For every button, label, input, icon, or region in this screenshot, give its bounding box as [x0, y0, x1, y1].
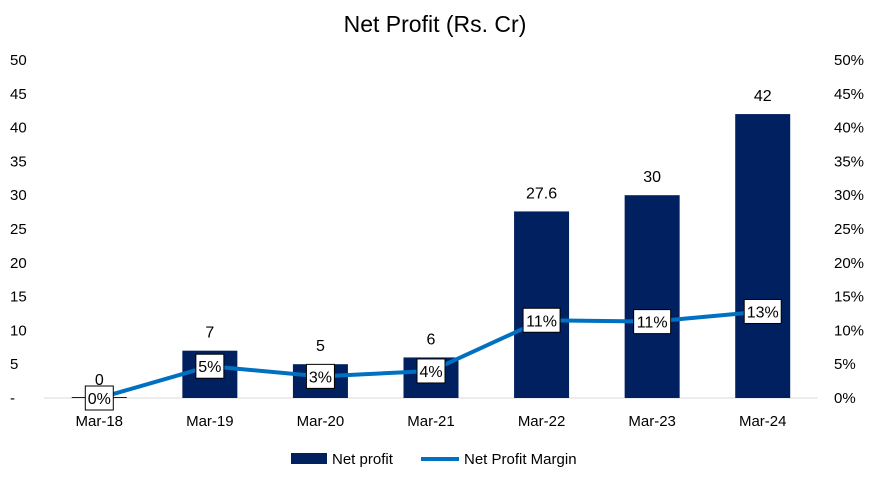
- margin-label-box: [195, 353, 225, 379]
- y-right-tick-label: 15%: [834, 289, 864, 306]
- margin-label-box: [522, 307, 561, 333]
- bar-series: [71, 114, 791, 398]
- x-tick-label: Mar-18: [76, 413, 124, 430]
- y-right-tick-label: 50%: [834, 52, 864, 69]
- margin-label-box: [84, 385, 114, 411]
- bar-value-label: 6: [427, 331, 436, 348]
- y-left-tick-label: 45: [10, 86, 27, 103]
- bar-value-label: 0: [95, 372, 104, 389]
- y-left-tick-label: -: [10, 390, 15, 407]
- bar-net-profit: [624, 195, 680, 398]
- y-left-tick-label: 35: [10, 153, 27, 170]
- x-tick-label: Mar-23: [628, 413, 676, 430]
- y-left-tick-label: 5: [10, 356, 18, 373]
- y-left-tick-label: 25: [10, 221, 27, 238]
- y-right-tick-label: 30%: [834, 187, 864, 204]
- margin-label-box: [305, 363, 335, 389]
- axes: -51015202530354045500%5%10%15%20%25%30%3…: [10, 52, 864, 430]
- bar-value-label: 5: [316, 338, 325, 355]
- y-right-tick-label: 5%: [834, 356, 856, 373]
- margin-value-label: 5%: [198, 359, 221, 376]
- margin-value-label: 4%: [419, 364, 442, 381]
- legend-label-net-profit: Net profit: [332, 451, 394, 468]
- bar-value-label: 42: [754, 88, 772, 105]
- y-right-tick-label: 45%: [834, 86, 864, 103]
- data-labels: 0 7 5 6 27.6 30 42 0% 5% 3% 4% 11% 11% 13%: [84, 88, 782, 411]
- y-left-tick-label: 30: [10, 187, 27, 204]
- x-tick-label: Mar-21: [407, 413, 455, 430]
- bar-value-label: 30: [643, 169, 661, 186]
- legend-swatch-net-profit: [291, 453, 327, 464]
- legend: Net profit Net Profit Margin: [291, 451, 577, 468]
- y-left-tick-label: 50: [10, 52, 27, 69]
- margin-value-label: 13%: [747, 304, 779, 321]
- bar-value-label: 27.6: [526, 185, 557, 202]
- margin-value-label: 11%: [526, 313, 557, 330]
- bar-net-profit: [514, 211, 570, 398]
- x-tick-label: Mar-24: [739, 413, 787, 430]
- margin-label-box: [633, 309, 672, 335]
- y-left-tick-label: 10: [10, 322, 27, 339]
- bar-value-label: 7: [205, 325, 214, 342]
- y-left-tick-label: 40: [10, 120, 27, 137]
- legend-label-net-profit-margin: Net Profit Margin: [464, 451, 577, 468]
- y-left-tick-label: 15: [10, 289, 27, 306]
- x-tick-label: Mar-20: [297, 413, 345, 430]
- y-right-tick-label: 40%: [834, 120, 864, 137]
- margin-label-box: [416, 358, 446, 384]
- margin-label-box: [743, 298, 782, 324]
- chart-title: Net Profit (Rs. Cr): [344, 11, 527, 37]
- y-right-tick-label: 0%: [834, 390, 856, 407]
- bar-net-profit: [735, 114, 791, 398]
- margin-value-label: 3%: [309, 369, 332, 386]
- y-right-tick-label: 25%: [834, 221, 864, 238]
- y-left-tick-label: 20: [10, 255, 27, 272]
- y-right-tick-label: 35%: [834, 153, 864, 170]
- margin-value-label: 0%: [88, 391, 111, 408]
- y-right-tick-label: 20%: [834, 255, 864, 272]
- margin-value-label: 11%: [637, 315, 668, 332]
- x-tick-label: Mar-19: [186, 413, 234, 430]
- y-right-tick-label: 10%: [834, 322, 864, 339]
- x-tick-label: Mar-22: [518, 413, 566, 430]
